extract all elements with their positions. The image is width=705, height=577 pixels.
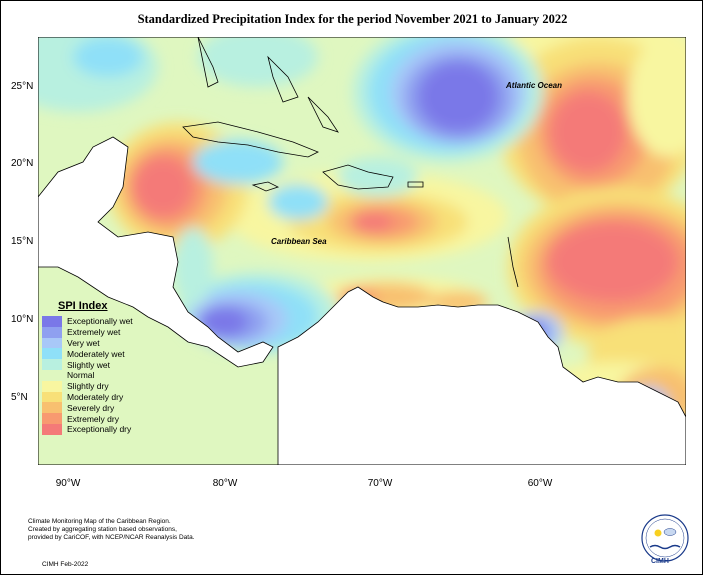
legend-item: Slightly wet (42, 359, 133, 370)
wave-icon (649, 544, 681, 550)
lon-label-60w: 60°W (527, 478, 553, 489)
lesser-antilles-outline (507, 236, 519, 288)
legend-swatch (42, 413, 62, 424)
legend-swatch (42, 348, 62, 360)
map-title: Standardized Precipitation Index for the… (137, 12, 568, 26)
lat-label-15n: 15°N (11, 236, 34, 247)
credit-line-1: Climate Monitoring Map of the Caribbean … (28, 518, 171, 525)
land-masses (38, 136, 686, 465)
legend-label: Extremely wet (67, 327, 121, 338)
legend-item: Moderately dry (42, 391, 133, 403)
central-america (38, 136, 274, 368)
atlantic-ocean-label: Atlantic Ocean (506, 81, 563, 90)
lon-label-80w: 80°W (212, 478, 238, 489)
legend-swatch (42, 402, 62, 414)
lat-label-25n: 25°N (11, 81, 34, 92)
florida-outline (197, 37, 219, 88)
legend-title: SPI Index (58, 300, 108, 312)
spi-map-canvas (38, 37, 686, 465)
legend-swatch (42, 391, 62, 403)
lat-label-5n: 5°N (11, 392, 28, 403)
credit-date: CIMH Feb-2022 (42, 561, 89, 568)
cloud-icon (663, 528, 677, 536)
legend-item: Moderately wet (42, 348, 133, 360)
legend-label: Normal (67, 370, 95, 381)
legend-items: Exceptionally wet Extremely wet Very wet Mo… (42, 316, 133, 435)
map-credits: Climate Monitoring Map of the Caribbean … (28, 518, 195, 542)
legend-label: Exceptionally dry (67, 424, 132, 435)
puerto-rico-outline (407, 181, 424, 188)
legend-label: Slightly wet (67, 359, 110, 370)
legend-item: Very wet (42, 337, 133, 349)
spi-map: Atlantic Ocean Caribbean Sea (38, 37, 686, 465)
south-america (277, 286, 686, 465)
legend-label: Severely dry (67, 402, 115, 413)
legend-swatch (42, 380, 62, 392)
lon-label-90w: 90°W (55, 478, 81, 489)
spi-field (38, 37, 686, 457)
cimh-logo (641, 514, 689, 562)
legend-item: Severely dry (42, 402, 133, 414)
legend-label: Exceptionally wet (67, 316, 133, 327)
legend-item: Normal (42, 369, 133, 381)
lon-label-70w: 70°W (367, 478, 393, 489)
bahamas-outline (267, 55, 299, 103)
legend-label: Extremely dry (67, 413, 119, 424)
cuba-outline (182, 121, 319, 158)
legend-item: Exceptionally dry (42, 423, 133, 435)
legend-label: Moderately wet (67, 348, 125, 359)
legend-item: Slightly dry (42, 380, 133, 392)
legend-swatch (42, 359, 62, 370)
legend-swatch (42, 423, 62, 435)
islands (182, 37, 519, 288)
cimh-logo-text: CIMH (651, 558, 669, 565)
credit-line-2: Created by aggregating station based obs… (28, 526, 177, 533)
legend-swatch (42, 316, 62, 327)
legend-label: Very wet (67, 337, 100, 348)
legend-item: Extremely dry (42, 413, 133, 424)
legend-item: Exceptionally wet (42, 316, 133, 327)
spi-legend: SPI Index Exceptionally wet Extremely wet… (42, 300, 133, 435)
legend-item: Extremely wet (42, 326, 133, 338)
credit-line-3: provided by CariCOF, with NCEP/NCAR Rean… (28, 534, 195, 541)
caribbean-sea-label: Caribbean Sea (271, 237, 327, 246)
legend-swatch (42, 337, 62, 349)
bahamas-south-outline (307, 96, 339, 133)
jamaica-outline (251, 181, 280, 192)
hispaniola-outline (322, 164, 394, 190)
legend-label: Moderately dry (67, 391, 124, 402)
lat-label-20n: 20°N (11, 158, 34, 169)
legend-label: Slightly dry (67, 381, 109, 392)
legend-swatch (42, 326, 62, 338)
legend-swatch (42, 369, 62, 381)
sun-icon (654, 529, 662, 537)
lat-label-10n: 10°N (11, 314, 34, 325)
